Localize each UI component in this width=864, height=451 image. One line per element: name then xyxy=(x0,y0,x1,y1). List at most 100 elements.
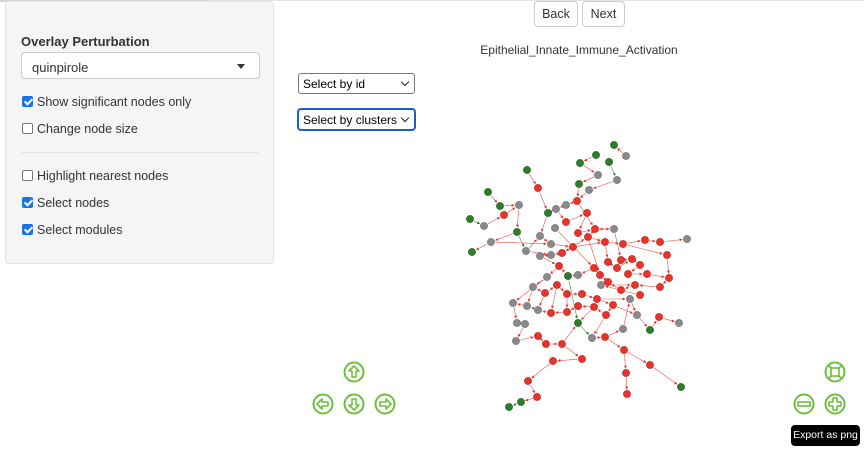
node-neutral[interactable] xyxy=(523,302,531,310)
node-up[interactable] xyxy=(602,311,610,319)
node-up[interactable] xyxy=(663,251,671,259)
node-up[interactable] xyxy=(619,240,627,248)
node-up[interactable] xyxy=(590,264,598,272)
graph-nodes[interactable] xyxy=(466,141,691,411)
arrow-left-icon[interactable] xyxy=(312,393,334,415)
arrow-right-icon[interactable] xyxy=(374,393,396,415)
node-up[interactable] xyxy=(563,290,571,298)
node-up[interactable] xyxy=(601,333,609,341)
node-down[interactable] xyxy=(605,158,613,166)
node-up[interactable] xyxy=(656,283,664,291)
node-neutral[interactable] xyxy=(551,224,559,232)
node-up[interactable] xyxy=(574,302,582,310)
node-up[interactable] xyxy=(591,225,599,233)
node-down[interactable] xyxy=(575,180,583,188)
node-up[interactable] xyxy=(573,197,581,205)
node-neutral[interactable] xyxy=(633,311,641,319)
node-down[interactable] xyxy=(517,398,525,406)
node-down[interactable] xyxy=(574,319,582,327)
zoom-out-icon[interactable] xyxy=(793,393,815,415)
node-neutral[interactable] xyxy=(588,334,596,342)
node-up[interactable] xyxy=(646,361,654,369)
checkbox-icon[interactable] xyxy=(22,170,33,181)
node-down[interactable] xyxy=(523,166,531,174)
overlay-perturbation-select[interactable]: quinpirole xyxy=(21,52,260,79)
node-up[interactable] xyxy=(584,233,592,241)
node-neutral[interactable] xyxy=(594,171,602,179)
node-up[interactable] xyxy=(555,262,563,270)
node-up[interactable] xyxy=(534,184,542,192)
node-down[interactable] xyxy=(576,159,584,167)
node-up[interactable] xyxy=(596,271,604,279)
node-up[interactable] xyxy=(623,390,631,398)
node-up[interactable] xyxy=(665,274,673,282)
node-neutral[interactable] xyxy=(534,306,542,314)
node-up[interactable] xyxy=(593,295,601,303)
node-neutral[interactable] xyxy=(522,247,530,255)
zoom-fit-icon[interactable] xyxy=(824,361,846,383)
node-neutral[interactable] xyxy=(529,283,537,291)
select-by-clusters-dropdown[interactable]: Select by clusters xyxy=(298,109,415,130)
node-neutral[interactable] xyxy=(512,337,520,345)
node-up[interactable] xyxy=(643,270,651,278)
node-up[interactable] xyxy=(562,218,570,226)
node-up[interactable] xyxy=(622,369,630,377)
export-png-button[interactable]: Export as png xyxy=(791,425,860,446)
node-up[interactable] xyxy=(620,346,628,354)
node-up[interactable] xyxy=(655,313,663,321)
node-down[interactable] xyxy=(496,202,504,210)
node-up[interactable] xyxy=(609,301,617,309)
node-neutral[interactable] xyxy=(521,320,529,328)
node-up[interactable] xyxy=(534,332,542,340)
node-down[interactable] xyxy=(646,326,654,334)
node-up[interactable] xyxy=(553,281,561,289)
node-up[interactable] xyxy=(578,355,586,363)
node-up[interactable] xyxy=(624,270,632,278)
node-neutral[interactable] xyxy=(547,240,555,248)
node-up[interactable] xyxy=(547,309,555,317)
node-down[interactable] xyxy=(677,383,685,391)
node-neutral[interactable] xyxy=(536,232,544,240)
node-down[interactable] xyxy=(466,215,474,223)
node-neutral[interactable] xyxy=(515,201,523,209)
node-up[interactable] xyxy=(604,258,612,266)
node-up[interactable] xyxy=(636,261,644,269)
node-up[interactable] xyxy=(549,357,557,365)
node-neutral[interactable] xyxy=(585,186,593,194)
node-up[interactable] xyxy=(641,236,649,244)
node-up[interactable] xyxy=(574,229,582,237)
node-down[interactable] xyxy=(505,403,513,411)
node-up[interactable] xyxy=(558,340,566,348)
node-up[interactable] xyxy=(631,281,639,289)
node-neutral[interactable] xyxy=(509,299,517,307)
node-neutral[interactable] xyxy=(622,152,630,160)
node-up[interactable] xyxy=(500,211,508,219)
node-up[interactable] xyxy=(578,290,586,298)
node-neutral[interactable] xyxy=(547,251,555,259)
node-neutral[interactable] xyxy=(626,295,634,303)
node-up[interactable] xyxy=(583,209,591,217)
node-neutral[interactable] xyxy=(683,235,691,243)
node-up[interactable] xyxy=(601,238,609,246)
node-up[interactable] xyxy=(590,303,598,311)
node-up[interactable] xyxy=(563,308,571,316)
checkbox-icon[interactable] xyxy=(22,197,33,208)
back-button[interactable]: Back xyxy=(534,1,578,27)
node-down[interactable] xyxy=(513,228,521,236)
node-neutral[interactable] xyxy=(536,252,544,260)
node-down[interactable] xyxy=(592,151,600,159)
next-button[interactable]: Next xyxy=(582,1,625,27)
node-up[interactable] xyxy=(524,377,532,385)
node-up[interactable] xyxy=(656,238,664,246)
node-up[interactable] xyxy=(617,286,625,294)
node-down[interactable] xyxy=(610,141,618,149)
select-by-id-dropdown[interactable]: Select by id xyxy=(298,73,415,94)
node-neutral[interactable] xyxy=(513,319,521,327)
node-up[interactable] xyxy=(636,291,644,299)
node-up[interactable] xyxy=(617,256,625,264)
node-up[interactable] xyxy=(613,264,621,272)
node-down[interactable] xyxy=(544,209,552,217)
checkbox-icon[interactable] xyxy=(22,224,33,235)
node-up[interactable] xyxy=(604,278,612,286)
